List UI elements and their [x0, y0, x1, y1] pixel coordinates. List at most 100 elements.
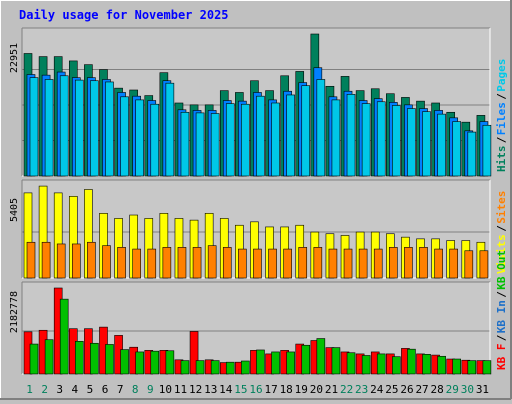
x-tick-label-day-4: 4	[72, 383, 79, 396]
bar-kb-out-day-22	[346, 352, 356, 375]
legend-files: Files	[495, 102, 508, 135]
bar-sites-day-13	[207, 245, 217, 279]
bar-kb-out-day-6	[105, 344, 114, 375]
bar-kb-out-day-1	[29, 343, 39, 375]
bar-pages-day-27	[422, 111, 431, 177]
bar-sites-day-25	[389, 247, 398, 279]
bar-sites-day-17	[268, 248, 277, 279]
bar-pages-day-29	[452, 121, 462, 177]
x-tick-label-day-17: 17	[264, 383, 277, 396]
x-tick-label-day-19: 19	[295, 383, 308, 396]
bar-kb-out-day-15	[241, 360, 250, 375]
x-tick-label-day-1: 1	[26, 383, 33, 396]
x-tick-label-day-26: 26	[400, 383, 413, 396]
bar-kb-out-day-30	[467, 360, 477, 375]
bar-kb-out-day-23	[361, 355, 371, 375]
bar-pages-day-1	[29, 77, 39, 177]
legend-separator: /	[495, 334, 508, 341]
bar-kb-out-day-4	[74, 340, 84, 375]
bar-sites-day-7	[117, 247, 126, 279]
x-tick-label-day-18: 18	[280, 383, 293, 396]
bar-sites-day-1	[26, 241, 36, 279]
bar-sites-day-24	[373, 248, 383, 279]
bar-sites-day-5	[87, 241, 96, 279]
bar-kb-out-day-19	[301, 344, 311, 375]
bar-sites-day-23	[358, 248, 368, 279]
legend-pages: Pages	[495, 59, 508, 92]
bar-pages-day-7	[120, 96, 129, 177]
bar-pages-day-17	[271, 102, 280, 177]
bar-kb-out-day-16	[256, 349, 265, 375]
bar-sites-day-18	[283, 248, 292, 279]
bar-sites-day-14	[222, 247, 232, 279]
x-tick-label-day-5: 5	[87, 383, 94, 396]
chart-title: Daily usage for November 2025	[19, 8, 229, 22]
x-tick-label-day-31: 31	[476, 383, 489, 396]
x-tick-label-day-16: 16	[249, 383, 262, 396]
bar-sites-day-15	[238, 248, 247, 279]
bar-pages-day-19	[301, 85, 311, 177]
x-tick-label-day-23: 23	[355, 383, 368, 396]
panels: 22951Hits/Files/Pages5405Visits/Sites218…	[9, 27, 508, 396]
bar-pages-day-18	[286, 94, 295, 177]
bar-sites-day-22	[343, 248, 353, 279]
bar-sites-day-26	[404, 247, 413, 279]
x-tick-label-day-6: 6	[102, 383, 109, 396]
bar-kb-out-day-28	[437, 355, 446, 375]
bar-pages-day-12	[195, 112, 205, 177]
bar-sites-day-19	[298, 247, 308, 279]
bar-sites-day-20	[313, 247, 323, 279]
bar-kb-out-day-21	[331, 347, 341, 375]
legend-hits: Hits	[495, 146, 508, 173]
bar-pages-day-25	[392, 105, 401, 177]
bar-pages-day-10	[165, 82, 175, 177]
bar-sites-day-10	[162, 247, 172, 279]
x-tick-label-day-13: 13	[204, 383, 217, 396]
bar-pages-day-11	[180, 111, 190, 177]
bar-sites-day-27	[419, 247, 428, 279]
x-tick-label-day-15: 15	[234, 383, 247, 396]
bar-pages-day-22	[346, 94, 356, 177]
bar-pages-day-2	[44, 79, 54, 177]
bar-sites-day-9	[147, 248, 157, 279]
bar-kb-out-day-27	[422, 354, 431, 375]
x-tick-label-day-3: 3	[56, 383, 63, 396]
bar-kb-out-day-20	[316, 338, 326, 375]
bar-sites-day-30	[464, 250, 474, 279]
bar-kb-out-day-7	[120, 349, 129, 375]
bar-pages-day-30	[467, 131, 477, 177]
legend-kb-out: KB Out	[495, 250, 508, 290]
bar-kb-out-day-31	[482, 360, 492, 375]
legend-sites: Sites	[495, 191, 508, 224]
bar-sites-day-29	[449, 248, 459, 279]
bar-sites-day-3	[56, 243, 66, 279]
x-tick-label-day-24: 24	[370, 383, 384, 396]
panel-visits-sites-ymax-label: 5405	[9, 198, 20, 222]
bar-pages-day-8	[135, 99, 144, 177]
bar-kb-out-day-29	[452, 358, 462, 375]
bar-kb-out-day-12	[195, 360, 205, 375]
bar-pages-day-20	[316, 79, 326, 177]
bar-pages-day-5	[90, 80, 99, 177]
x-tick-label-day-30: 30	[461, 383, 474, 396]
legend-separator: /	[495, 93, 508, 100]
bar-sites-day-2	[41, 241, 51, 279]
bar-pages-day-26	[407, 108, 416, 177]
bar-kb-out-day-3	[59, 298, 69, 375]
bar-kb-out-day-17	[271, 351, 280, 375]
x-tick-label-day-8: 8	[132, 383, 139, 396]
bar-kb-out-day-14	[225, 361, 235, 375]
x-tick-label-day-28: 28	[431, 383, 444, 396]
x-tick-label-day-12: 12	[189, 383, 202, 396]
bar-kb-out-day-25	[392, 356, 401, 375]
bar-sites-day-21	[328, 248, 338, 279]
x-tick-label-day-29: 29	[446, 383, 459, 396]
bar-pages-day-3	[59, 75, 69, 177]
bar-kb-out-day-18	[286, 351, 295, 375]
legend-separator: /	[495, 136, 508, 143]
bar-pages-day-6	[105, 81, 114, 177]
legend-separator: /	[495, 291, 508, 298]
bar-sites-day-11	[177, 247, 187, 279]
bar-kb-out-day-10	[165, 350, 175, 375]
bar-pages-day-15	[241, 103, 250, 177]
